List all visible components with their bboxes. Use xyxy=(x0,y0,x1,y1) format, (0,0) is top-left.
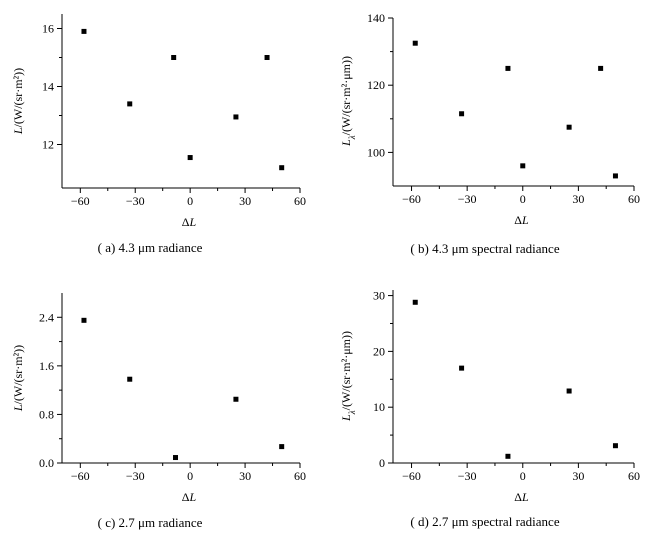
panel-caption: ( d) 2.7 μm spectral radiance xyxy=(410,514,559,529)
data-point xyxy=(127,101,133,107)
panel-caption: ( a) 4.3 μm radiance xyxy=(98,240,203,255)
data-point xyxy=(279,165,285,171)
panel-caption: ( c) 2.7 μm radiance xyxy=(98,515,203,530)
x-tick-label: 0 xyxy=(520,469,526,483)
x-axis-title: ΔL xyxy=(182,215,197,229)
y-tick-label: 1.6 xyxy=(39,359,54,373)
data-point xyxy=(279,444,285,450)
data-point xyxy=(598,65,604,71)
data-point xyxy=(171,55,177,60)
panel-d: −60 −30 0 30 60 0 10 20 30 ΔL Lλ/(W/(sr·m²·μm)) ( d… xyxy=(339,289,640,529)
x-tick-label: 60 xyxy=(628,469,640,483)
y-tick-label: 140 xyxy=(367,11,385,25)
data-point xyxy=(412,40,418,46)
data-point xyxy=(173,455,179,461)
x-tick-label: −30 xyxy=(126,469,145,483)
y-tick-label: 0 xyxy=(379,456,385,470)
x-tick-label: −30 xyxy=(458,192,477,206)
data-point xyxy=(81,317,87,323)
panel-b: −60 −30 0 30 60 100 120 140 ΔL Lλ/(W/(sr·m²·μm)) (… xyxy=(339,11,640,256)
data-point xyxy=(612,173,618,179)
x-tick-label: 30 xyxy=(239,194,251,208)
data-point xyxy=(233,396,239,402)
y-tick-label: 12 xyxy=(42,138,54,152)
y-tick-label: 10 xyxy=(373,400,385,414)
panel-a: −60 −30 0 30 60 12 14 16 ΔL L/(W/(sr·m²)) ( a) 4.3… xyxy=(11,14,306,255)
y-axis-title: Lλ/(W/(sr·m²·μm)) xyxy=(339,56,357,147)
data-point xyxy=(412,299,418,305)
data-point xyxy=(612,443,618,449)
x-tick-label: 30 xyxy=(572,469,584,483)
y-tick-label: 0.0 xyxy=(39,456,54,470)
data-point xyxy=(459,111,465,117)
y-tick-label: 0.8 xyxy=(39,407,54,421)
x-tick-label: −60 xyxy=(71,469,90,483)
y-tick-label: 14 xyxy=(42,80,54,94)
x-tick-label: −60 xyxy=(402,192,421,206)
y-tick-label: 16 xyxy=(42,22,54,36)
data-point xyxy=(187,155,193,161)
data-point xyxy=(233,114,239,120)
data-point xyxy=(566,388,572,394)
y-tick-label: 100 xyxy=(367,145,385,159)
y-tick-label: 2.4 xyxy=(39,310,54,324)
x-tick-label: 0 xyxy=(520,192,526,206)
y-tick-label: 20 xyxy=(373,344,385,358)
x-tick-label: 30 xyxy=(239,469,251,483)
x-tick-label: −60 xyxy=(402,469,421,483)
x-axis-title: ΔL xyxy=(182,490,197,504)
x-tick-label: 60 xyxy=(628,192,640,206)
y-tick-label: 30 xyxy=(373,289,385,303)
data-point xyxy=(520,163,526,169)
data-point xyxy=(459,365,465,371)
x-axis-title: ΔL xyxy=(514,490,529,504)
panel-c: −60 −30 0 30 60 0.0 0.8 1.6 2.4 ΔL L/(W/(sr·m²)) ( … xyxy=(11,293,306,530)
y-tick-label: 120 xyxy=(367,78,385,92)
data-point xyxy=(264,55,270,60)
x-tick-label: −30 xyxy=(126,194,145,208)
x-axis-title: ΔL xyxy=(514,213,529,227)
data-point xyxy=(81,28,87,34)
x-tick-label: −30 xyxy=(458,469,477,483)
y-axis-title: L/(W/(sr·m²)) xyxy=(11,345,25,412)
x-tick-label: 60 xyxy=(294,469,306,483)
x-tick-label: 0 xyxy=(187,469,193,483)
x-tick-label: 30 xyxy=(572,192,584,206)
data-point xyxy=(505,65,511,71)
x-tick-label: 60 xyxy=(294,194,306,208)
data-point xyxy=(505,453,511,459)
x-tick-label: −60 xyxy=(71,194,90,208)
y-axis-title: Lλ/(W/(sr·m²·μm)) xyxy=(339,331,357,422)
x-tick-label: 0 xyxy=(187,194,193,208)
y-axis-title: L/(W/(sr·m²)) xyxy=(11,68,25,135)
data-point xyxy=(566,124,572,130)
panel-caption: ( b) 4.3 μm spectral radiance xyxy=(410,241,559,256)
data-point xyxy=(127,376,133,382)
